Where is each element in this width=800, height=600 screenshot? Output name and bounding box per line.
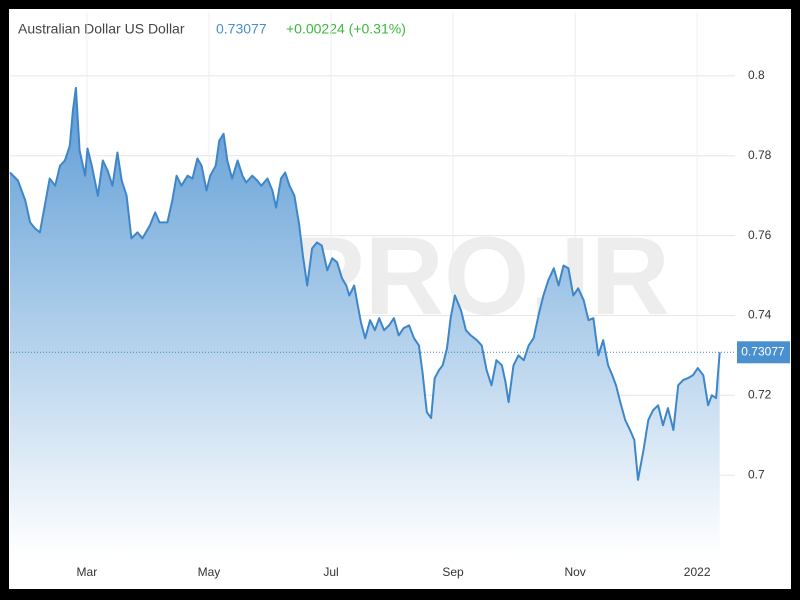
price-tag (737, 341, 790, 364)
x-tick-label: 2022 (684, 565, 711, 579)
y-tick-label: 0.72 (748, 387, 772, 401)
y-tick-label: 0.76 (748, 228, 772, 242)
area-fill (10, 87, 720, 556)
x-tick-label: May (198, 565, 221, 579)
x-tick-label: Sep (442, 565, 464, 579)
price-line (9, 86, 721, 481)
x-tick-label: Mar (77, 565, 98, 579)
price: 0.73077 (216, 21, 267, 37)
y-tick-label: 0.7 (748, 467, 765, 481)
y-tick-label: 0.78 (748, 148, 772, 162)
change: +0.00224 (+0.31%) (286, 21, 406, 37)
x-tick-label: Nov (564, 565, 585, 579)
price-tag-label: 0.73077 (741, 344, 785, 358)
y-tick-label: 0.8 (748, 68, 765, 82)
x-tick-label: Jul (323, 565, 338, 579)
chart-title: Australian Dollar US Dollar (18, 21, 185, 37)
y-tick-label: 0.74 (748, 308, 772, 322)
